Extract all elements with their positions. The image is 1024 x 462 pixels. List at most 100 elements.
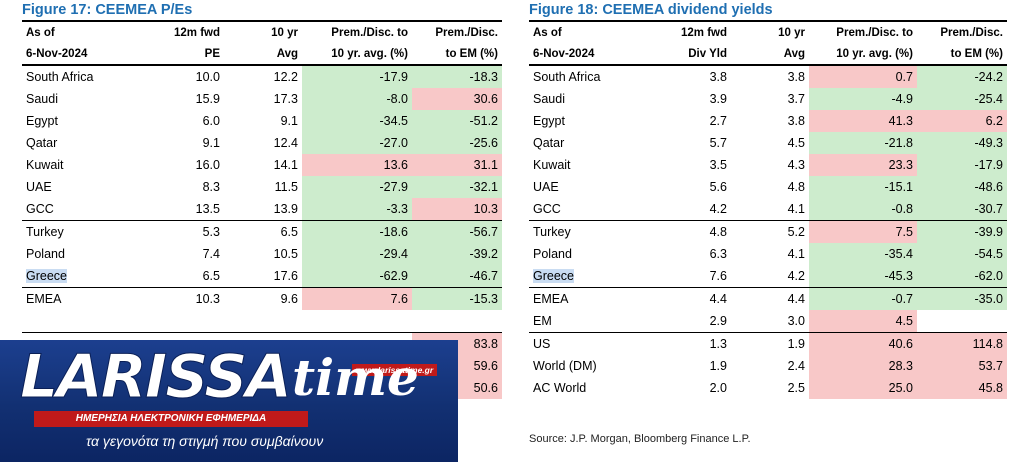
value-cell: -3.3 [302,198,412,221]
table-row: Qatar 5.7 4.5 -21.8 -49.3 [529,132,1007,154]
header-cell: Prem./Disc. to [302,20,412,43]
value-cell: 6.5 [224,220,302,243]
table-row: Turkey 5.3 6.5 -18.6 -56.7 [22,220,502,243]
table-row: GCC 13.5 13.9 -3.3 10.3 [22,198,502,221]
table-row: Poland 7.4 10.5 -29.4 -39.2 [22,243,502,265]
value-cell: -35.0 [917,287,1007,310]
value-cell: 41.3 [809,110,917,132]
value-cell: 30.6 [412,88,502,110]
value-cell: -24.2 [917,65,1007,88]
row-label: EMEA [22,287,148,310]
header-cell: Prem./Disc. [412,20,502,43]
row-label: World (DM) [533,359,597,373]
value-cell: -62.9 [302,265,412,288]
value-cell: 15.9 [195,92,220,106]
value-cell: -46.7 [412,265,502,288]
value-cell: 23.3 [809,154,917,176]
value-cell: -48.6 [917,176,1007,198]
value-cell: -15.3 [412,287,502,310]
table-row: Saudi 3.9 3.7 -4.9 -25.4 [529,88,1007,110]
figure-17-title: Figure 17: CEEMEA P/Es [22,2,193,18]
value-cell: 3.7 [787,92,805,106]
row-label: Saudi [26,92,58,106]
row-label: Qatar [26,136,58,150]
table-row: Greece 7.6 4.2 -45.3 -62.0 [529,265,1007,288]
table-row: Egypt 6.0 9.1 -34.5 -51.2 [22,110,502,132]
value-cell: -49.3 [917,132,1007,154]
value-cell: -0.7 [809,287,917,310]
value-cell: -39.9 [917,220,1007,243]
header-cell: Prem./Disc. to [809,20,917,43]
table-row: Kuwait 3.5 4.3 23.3 -17.9 [529,154,1007,176]
value-cell: -34.5 [302,110,412,132]
logo-brand-time: time [292,348,419,407]
value-cell: -17.9 [917,154,1007,176]
row-label: South Africa [533,70,601,84]
row-label: GCC [533,202,561,216]
value-cell: 2.7 [709,114,727,128]
value-cell: 4.3 [787,158,805,172]
value-cell: 3.9 [709,92,727,106]
table-row: GCC 4.2 4.1 -0.8 -30.7 [529,198,1007,221]
row-label: Qatar [533,136,565,150]
value-cell: 1.9 [709,359,727,373]
value-cell: 4.1 [787,202,805,216]
value-cell: 10.3 [412,198,502,221]
header-cell: PE [148,43,224,66]
row-label: EMEA [529,287,655,310]
value-cell: -62.0 [917,265,1007,288]
row-label: Turkey [22,220,148,243]
value-cell: 5.3 [148,220,224,243]
row-label: Greece [22,265,148,288]
value-cell: 4.1 [787,247,805,261]
header-cell: Avg [731,43,809,66]
value-cell: -51.2 [412,110,502,132]
value-cell: -8.0 [302,88,412,110]
value-cell: -30.7 [917,198,1007,221]
table-row: EMEA 10.3 9.6 7.6 -15.3 [22,287,502,310]
value-cell: -18.3 [412,65,502,88]
value-cell: 40.6 [809,332,917,355]
value-cell: 9.1 [280,114,298,128]
value-cell: 4.4 [655,287,731,310]
value-cell: 8.3 [202,180,220,194]
value-cell: 17.6 [273,269,298,283]
table-row: World (DM) 1.9 2.4 28.3 53.7 [529,355,1007,377]
value-cell: 2.9 [709,314,727,328]
value-cell: 7.6 [709,269,727,283]
row-label: Saudi [533,92,565,106]
value-cell: 1.9 [731,332,809,355]
figure-18-title: Figure 18: CEEMEA dividend yields [529,2,773,18]
table-row: US 1.3 1.9 40.6 114.8 [529,332,1007,355]
value-cell: 6.2 [917,110,1007,132]
header-cell: 6-Nov-2024 [529,43,655,66]
value-cell: 7.6 [302,287,412,310]
header-cell: Avg [224,43,302,66]
value-cell: 114.8 [917,332,1007,355]
header-cell: 10 yr. avg. (%) [809,43,917,66]
value-cell: 13.9 [273,202,298,216]
value-cell: 10.0 [195,70,220,84]
value-cell: 4.2 [787,269,805,283]
value-cell: 14.1 [273,158,298,172]
value-cell: 4.2 [709,202,727,216]
header-cell: 10 yr. avg. (%) [302,43,412,66]
row-label: Kuwait [533,158,571,172]
logo-tagline: τα γεγονότα τη στιγμή που συμβαίνουν [86,433,324,449]
value-cell: 3.5 [709,158,727,172]
value-cell: -39.2 [412,243,502,265]
value-cell: 4.5 [787,136,805,150]
table-row: Saudi 15.9 17.3 -8.0 30.6 [22,88,502,110]
logo-tagline-bar: ΗΜΕΡΗΣΙΑ ΗΛΕΚΤΡΟΝΙΚΗ ΕΦΗΜΕΡΙΔΑ [34,411,308,427]
table-row: AC World 2.0 2.5 25.0 45.8 [529,377,1007,399]
row-label: EM [533,314,552,328]
value-cell: -4.9 [809,88,917,110]
header-cell: Div Yld [655,43,731,66]
value-cell: -45.3 [809,265,917,288]
value-cell: -27.9 [302,176,412,198]
row-label: UAE [533,180,559,194]
value-cell: 2.4 [787,359,805,373]
value-cell [917,310,1007,333]
table-row: Kuwait 16.0 14.1 13.6 31.1 [22,154,502,176]
row-label: Egypt [26,114,58,128]
